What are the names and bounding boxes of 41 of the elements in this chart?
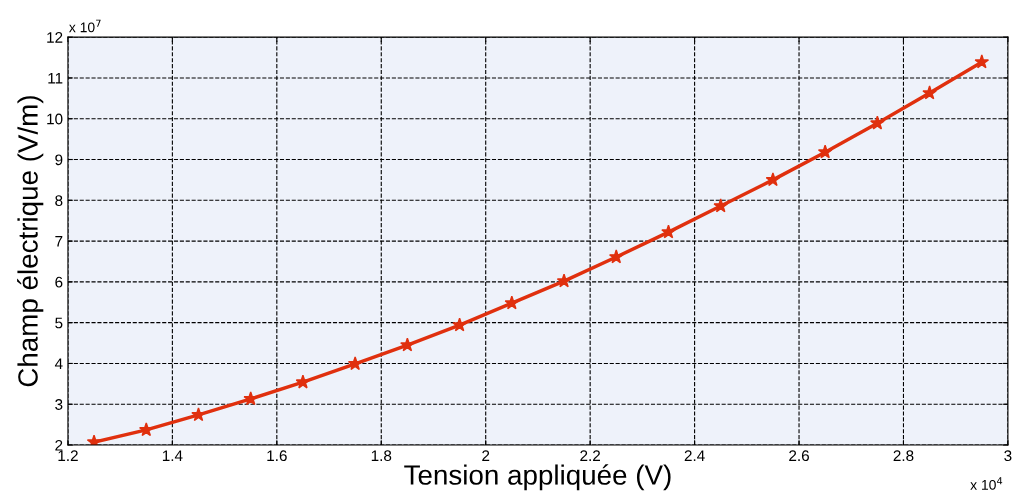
x-tick-label: 2.6 xyxy=(789,450,809,462)
x-tick-label: 2 xyxy=(482,450,490,461)
y-tick-label: 3 xyxy=(55,399,63,410)
point xyxy=(347,356,363,371)
x-tick-label: 1.8 xyxy=(371,450,392,462)
x-tick-label: 2.8 xyxy=(893,450,914,462)
point xyxy=(452,317,467,332)
point xyxy=(400,337,415,352)
point xyxy=(713,198,728,213)
x-tick-label: 2.4 xyxy=(684,450,705,461)
y-tick-label: 4 xyxy=(54,358,63,369)
y-tick-label: 6 xyxy=(55,276,63,288)
point xyxy=(765,172,781,187)
point xyxy=(295,374,311,389)
point xyxy=(817,144,833,159)
text: x 10$^{7}$ xyxy=(69,19,101,33)
point xyxy=(974,54,990,69)
x-tick-label: 1.2 xyxy=(58,450,78,461)
y-tick-label: 10 xyxy=(47,113,63,125)
y-axis-title: Champ électrique (V/m) xyxy=(17,96,44,387)
y-tick-label: 9 xyxy=(55,154,63,166)
x-tick-label: 2.2 xyxy=(580,450,600,461)
y-tick-label: 2 xyxy=(55,439,63,451)
x-axis-title: Tension appliquée (V) xyxy=(404,464,671,491)
point xyxy=(86,434,102,446)
point xyxy=(556,273,572,288)
point xyxy=(870,115,885,130)
x-tick-label: 1.6 xyxy=(267,450,287,462)
x-tick-label: 1.4 xyxy=(162,450,183,461)
text: x 10$^{4}$ xyxy=(970,477,1003,490)
y-tick-label: 5 xyxy=(55,317,63,329)
y-tick-label: 7 xyxy=(55,236,63,247)
point xyxy=(922,85,937,100)
y-tick-label: 12 xyxy=(47,32,63,43)
y-tick-label: 8 xyxy=(55,195,63,206)
point xyxy=(608,249,624,264)
x-tick-label: 3 xyxy=(1004,450,1012,462)
point xyxy=(191,407,206,422)
y-tick-label: 11 xyxy=(48,72,63,84)
point xyxy=(504,295,520,310)
point xyxy=(661,224,676,239)
